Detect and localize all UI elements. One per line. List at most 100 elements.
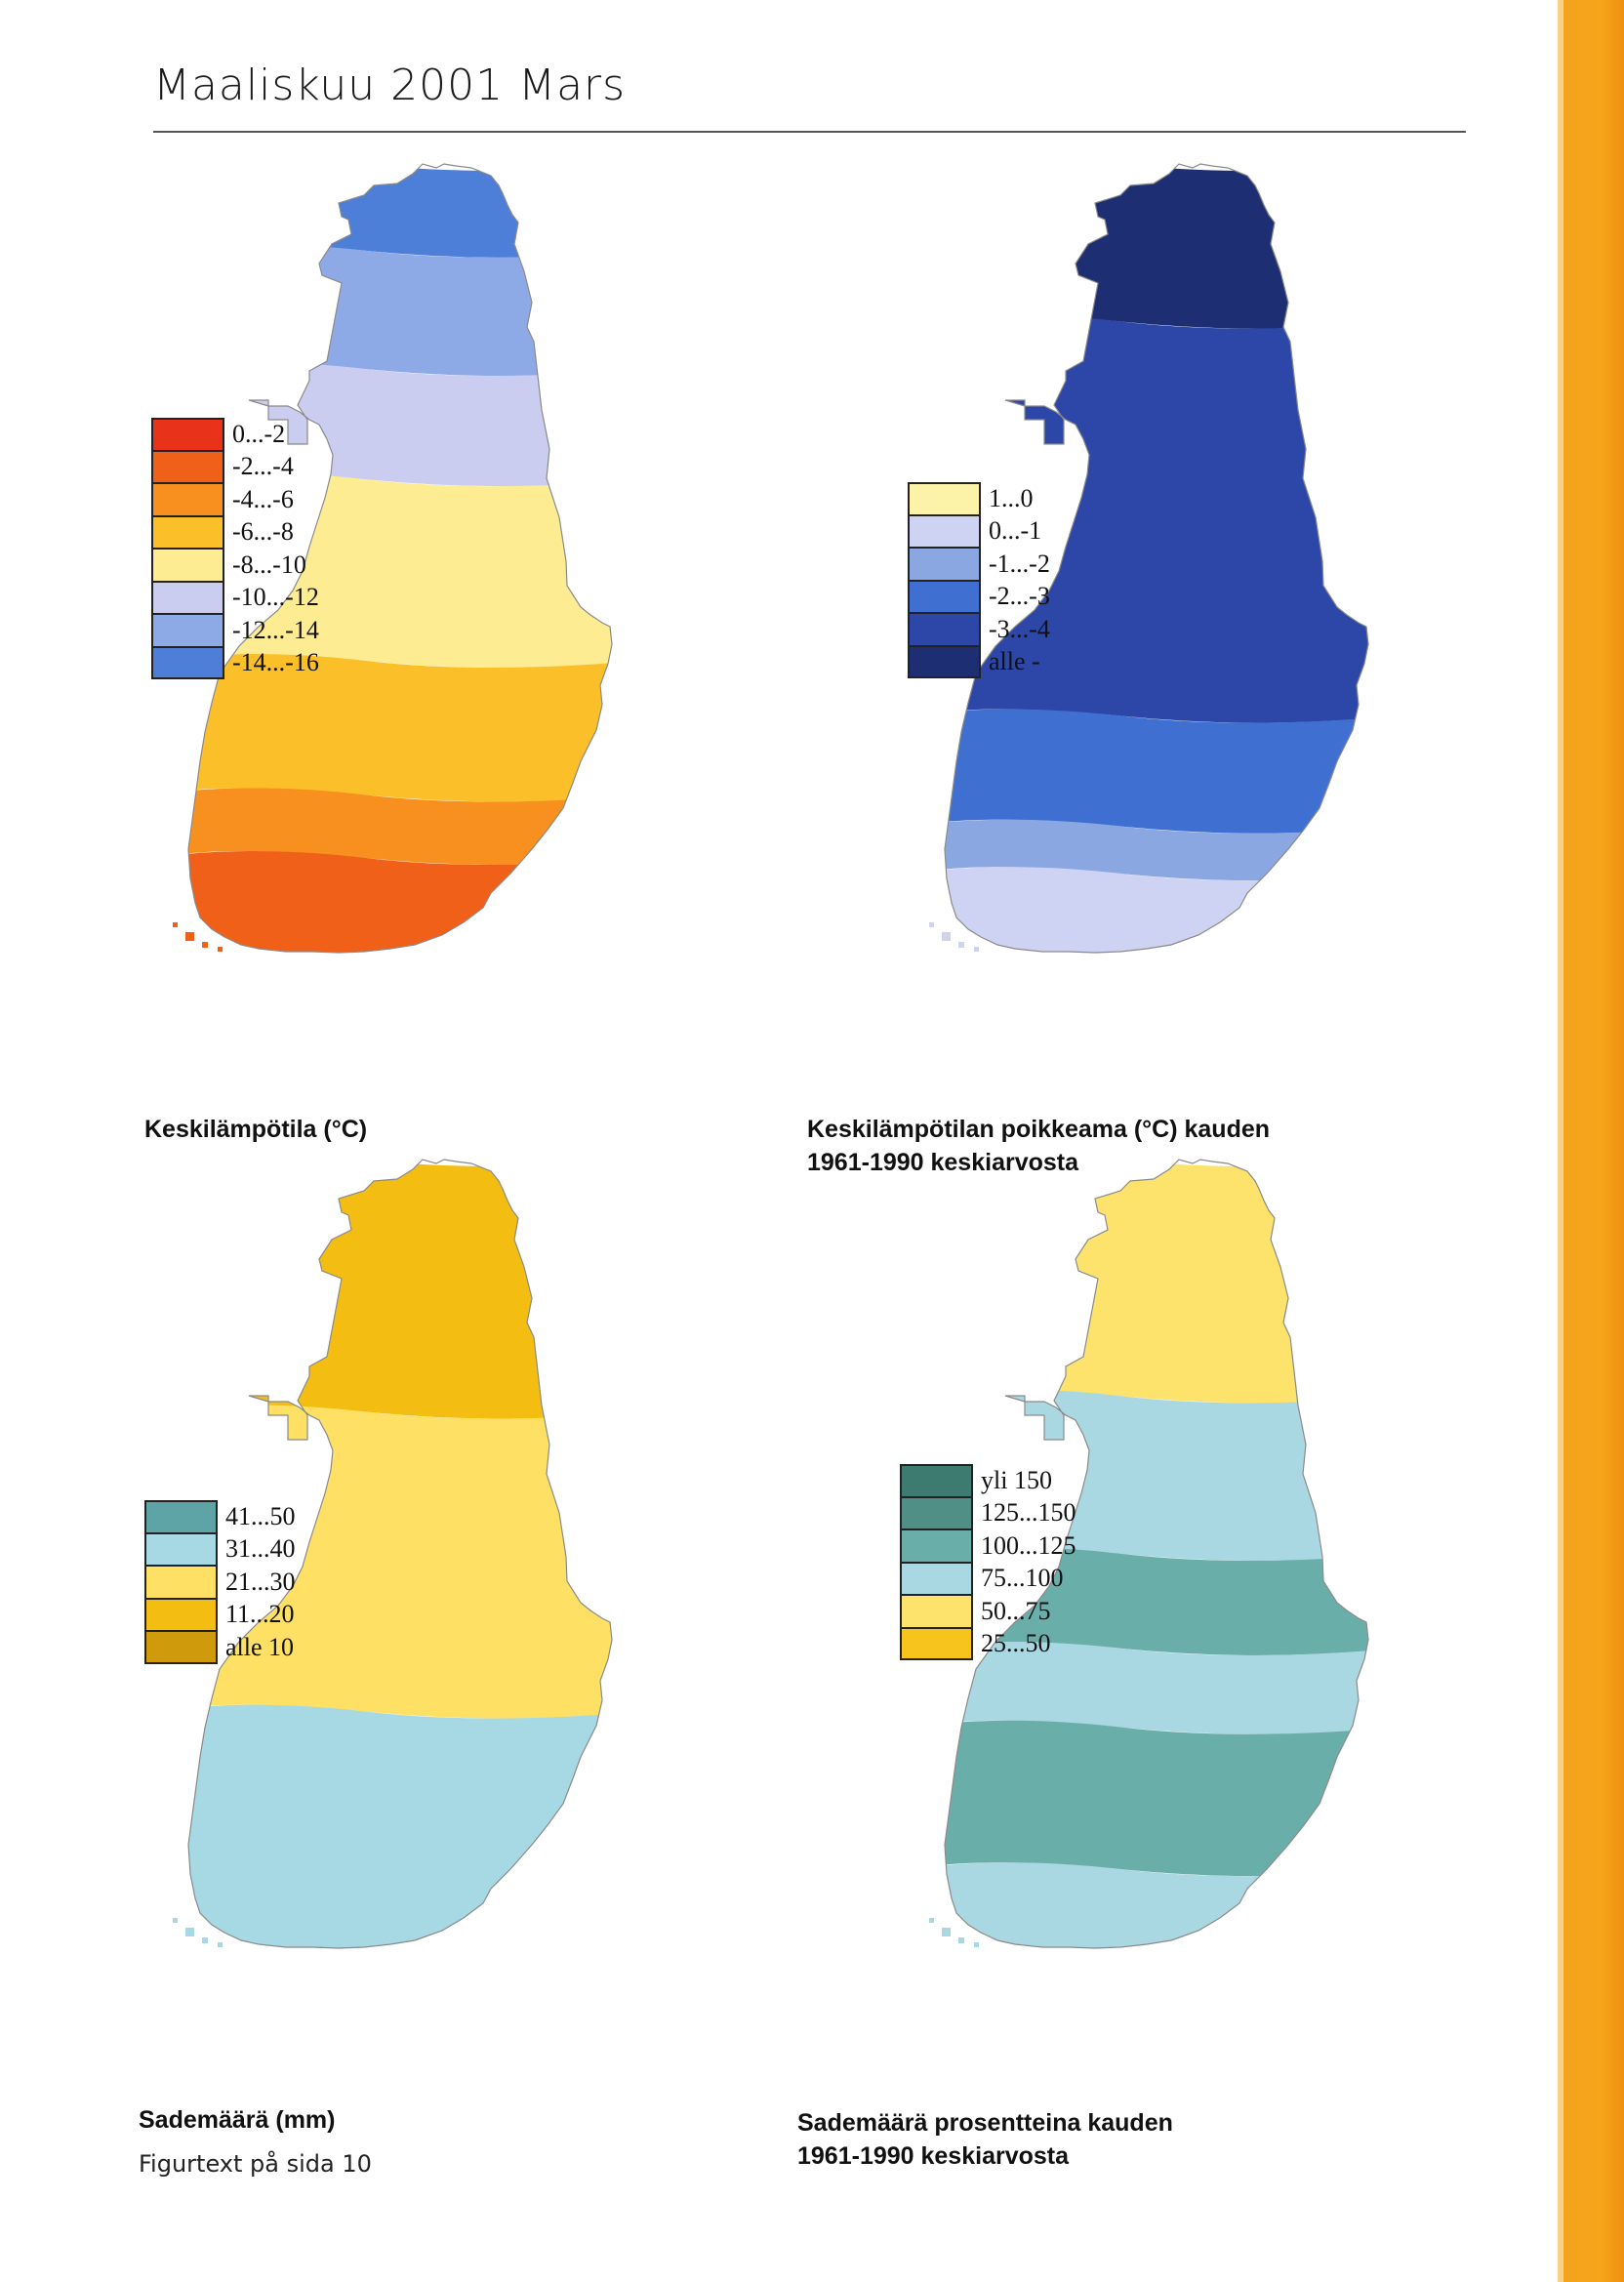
legend-swatch [908,645,981,678]
legend-label: alle - [989,647,1040,676]
side-band-edge [1558,0,1563,2282]
legend-swatch [151,549,224,582]
legend-item: 1...0 [908,482,1050,515]
temperature-caption: Keskilämpötila (°C) [144,1116,368,1143]
legend-swatch [144,1500,218,1533]
island-marker [202,1937,208,1943]
legend-item: 41...50 [144,1500,296,1533]
legend-item: -12...-14 [151,614,319,647]
island-marker [185,932,194,941]
temperature-legend: 0...-2 -2...-4 -4...-6 -6...-8 -8...-10 -10..… [151,418,319,679]
legend-swatch [900,1627,973,1660]
island-marker [942,932,951,941]
legend-label: 21...30 [225,1567,296,1596]
map-color-band [945,1160,1368,1404]
map-color-band [945,1720,1368,1877]
legend-swatch [908,580,981,613]
figure-text-note: Figurtext på sida 10 [139,2150,372,2178]
precipitation-caption: Sademäärä (mm) [139,2106,336,2134]
map-color-band [188,1160,612,1419]
precipitation-legend: 41...50 31...40 21...30 11...20 alle 10 [144,1500,296,1664]
island-marker [974,947,979,952]
legend-item: 31...40 [144,1532,296,1566]
map-color-band [945,1862,1368,1948]
country-outline [187,1159,613,1949]
legend-swatch [151,418,224,451]
legend-item: 50...75 [900,1595,1076,1628]
legend-label: -3...-4 [989,614,1050,643]
island-marker [218,1942,223,1947]
map-color-band [945,709,1368,834]
island-marker [958,1937,964,1943]
map-color-band [188,243,612,377]
legend-label: 75...100 [981,1564,1064,1593]
legend-swatch [900,1464,973,1497]
legend-swatch [900,1496,973,1529]
legend-item: 21...30 [144,1566,296,1599]
legend-swatch [908,514,981,548]
legend-item: 25...50 [900,1627,1076,1660]
legend-item: alle - [908,645,1050,678]
legend-label: 11...20 [225,1600,295,1629]
island-marker [173,1918,178,1923]
legend-swatch [900,1595,973,1628]
legend-label: -4...-6 [232,484,294,513]
legend-label: 41...50 [225,1501,296,1530]
legend-item: 75...100 [900,1562,1076,1595]
legend-swatch [900,1529,973,1563]
legend-item: 125...150 [900,1496,1076,1529]
legend-label: -2...-3 [989,582,1050,611]
legend-label: -6...-8 [232,517,294,547]
legend-item: -2...-4 [151,450,319,483]
legend-swatch [151,450,224,483]
title-divider [153,131,1466,133]
island-marker [218,947,223,952]
legend-swatch [151,614,224,647]
island-marker [974,1942,979,1947]
legend-label: -2...-4 [232,452,294,481]
map-color-band [188,851,612,953]
legend-label: 125...150 [981,1498,1076,1528]
legend-item: -2...-3 [908,580,1050,613]
legend-label: -1...-2 [989,549,1050,578]
legend-swatch [151,515,224,549]
temperature-anomaly-caption: Keskilämpötilan poikkeama (°C) kauden 19… [807,1116,1271,1176]
legend-swatch [908,482,981,515]
legend-label: alle 10 [225,1632,295,1661]
legend-item: -8...-10 [151,549,319,582]
legend-item: 100...125 [900,1529,1076,1563]
map-color-band [945,314,1368,723]
island-marker [173,922,178,927]
legend-swatch [151,581,224,614]
map-color-band [945,867,1368,953]
legend-label: 0...-2 [232,419,286,448]
legend-label: -12...-14 [232,615,319,644]
legend-swatch [144,1631,218,1664]
legend-swatch [144,1532,218,1566]
legend-label: 100...125 [981,1530,1076,1560]
legend-label: 0...-1 [989,516,1042,546]
precipitation-percent-caption: Sademäärä prosentteina kauden 1961-1990 … [797,2109,1173,2170]
orange-side-band [1563,0,1624,2282]
precipitation-percent-legend: yli 150 125...150 100...125 75...100 50...75… [900,1464,1076,1660]
legend-swatch [900,1562,973,1595]
legend-swatch [151,483,224,516]
legend-item: 0...-1 [908,514,1050,548]
map-color-band [188,1704,612,1948]
island-marker [929,1918,934,1923]
temperature-anomaly-legend: 1...0 0...-1 -1...-2 -2...-3 -3...-4 alle - [908,482,1050,678]
legend-item: alle 10 [144,1631,296,1664]
legend-label: 25...50 [981,1629,1051,1658]
map-color-band [945,1641,1368,1734]
legend-swatch [151,646,224,679]
map-color-band [188,788,612,866]
legend-item: -6...-8 [151,515,319,549]
page-title: Maaliskuu 2001 Mars [153,61,627,110]
island-marker [942,1928,951,1936]
legend-label: 31...40 [225,1534,296,1564]
legend-swatch [908,548,981,581]
legend-label: 1...0 [989,483,1034,512]
legend-item: -1...-2 [908,548,1050,581]
legend-label: 50...75 [981,1596,1051,1625]
